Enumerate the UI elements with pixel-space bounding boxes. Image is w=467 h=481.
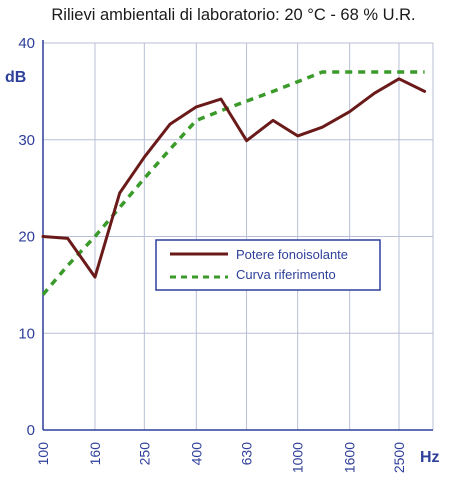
y-axis-title: dB	[5, 69, 26, 86]
y-tick-label: 20	[18, 229, 35, 246]
series-line-potere-fonoisolante	[41, 77, 427, 279]
legend-label-curva: Curva riferimento	[236, 267, 336, 282]
x-tick-label: 400	[188, 442, 204, 466]
tick-labels: 0 10 20 30 40 100 160 250 400 630 1000 1600 2500	[18, 35, 407, 473]
x-tick-label: 630	[239, 442, 255, 466]
chart-title: Rilievi ambientali di laboratorio: 20 °C…	[51, 6, 416, 24]
y-tick-label: 10	[18, 325, 35, 342]
axes	[42, 40, 433, 431]
grid	[42, 42, 434, 431]
x-tick-label: 250	[136, 442, 152, 466]
y-tick-label: 30	[18, 132, 35, 149]
legend-label-potere: Potere fonoisolante	[236, 247, 348, 262]
y-tick-label: 40	[18, 35, 35, 52]
series-lines	[41, 70, 427, 296]
x-tick-label: 1000	[290, 442, 306, 473]
x-tick-label: 100	[35, 442, 51, 466]
x-tick-label: 2500	[391, 442, 407, 473]
legend-box	[155, 239, 381, 291]
x-tick-label: 160	[87, 442, 103, 466]
x-axis-title: Hz	[420, 449, 440, 466]
y-tick-label: 0	[27, 422, 35, 439]
legend: Potere fonoisolante Curva riferimento	[155, 239, 381, 291]
x-tick-label: 1600	[342, 442, 358, 473]
series-line-curva-riferimento	[41, 70, 425, 296]
